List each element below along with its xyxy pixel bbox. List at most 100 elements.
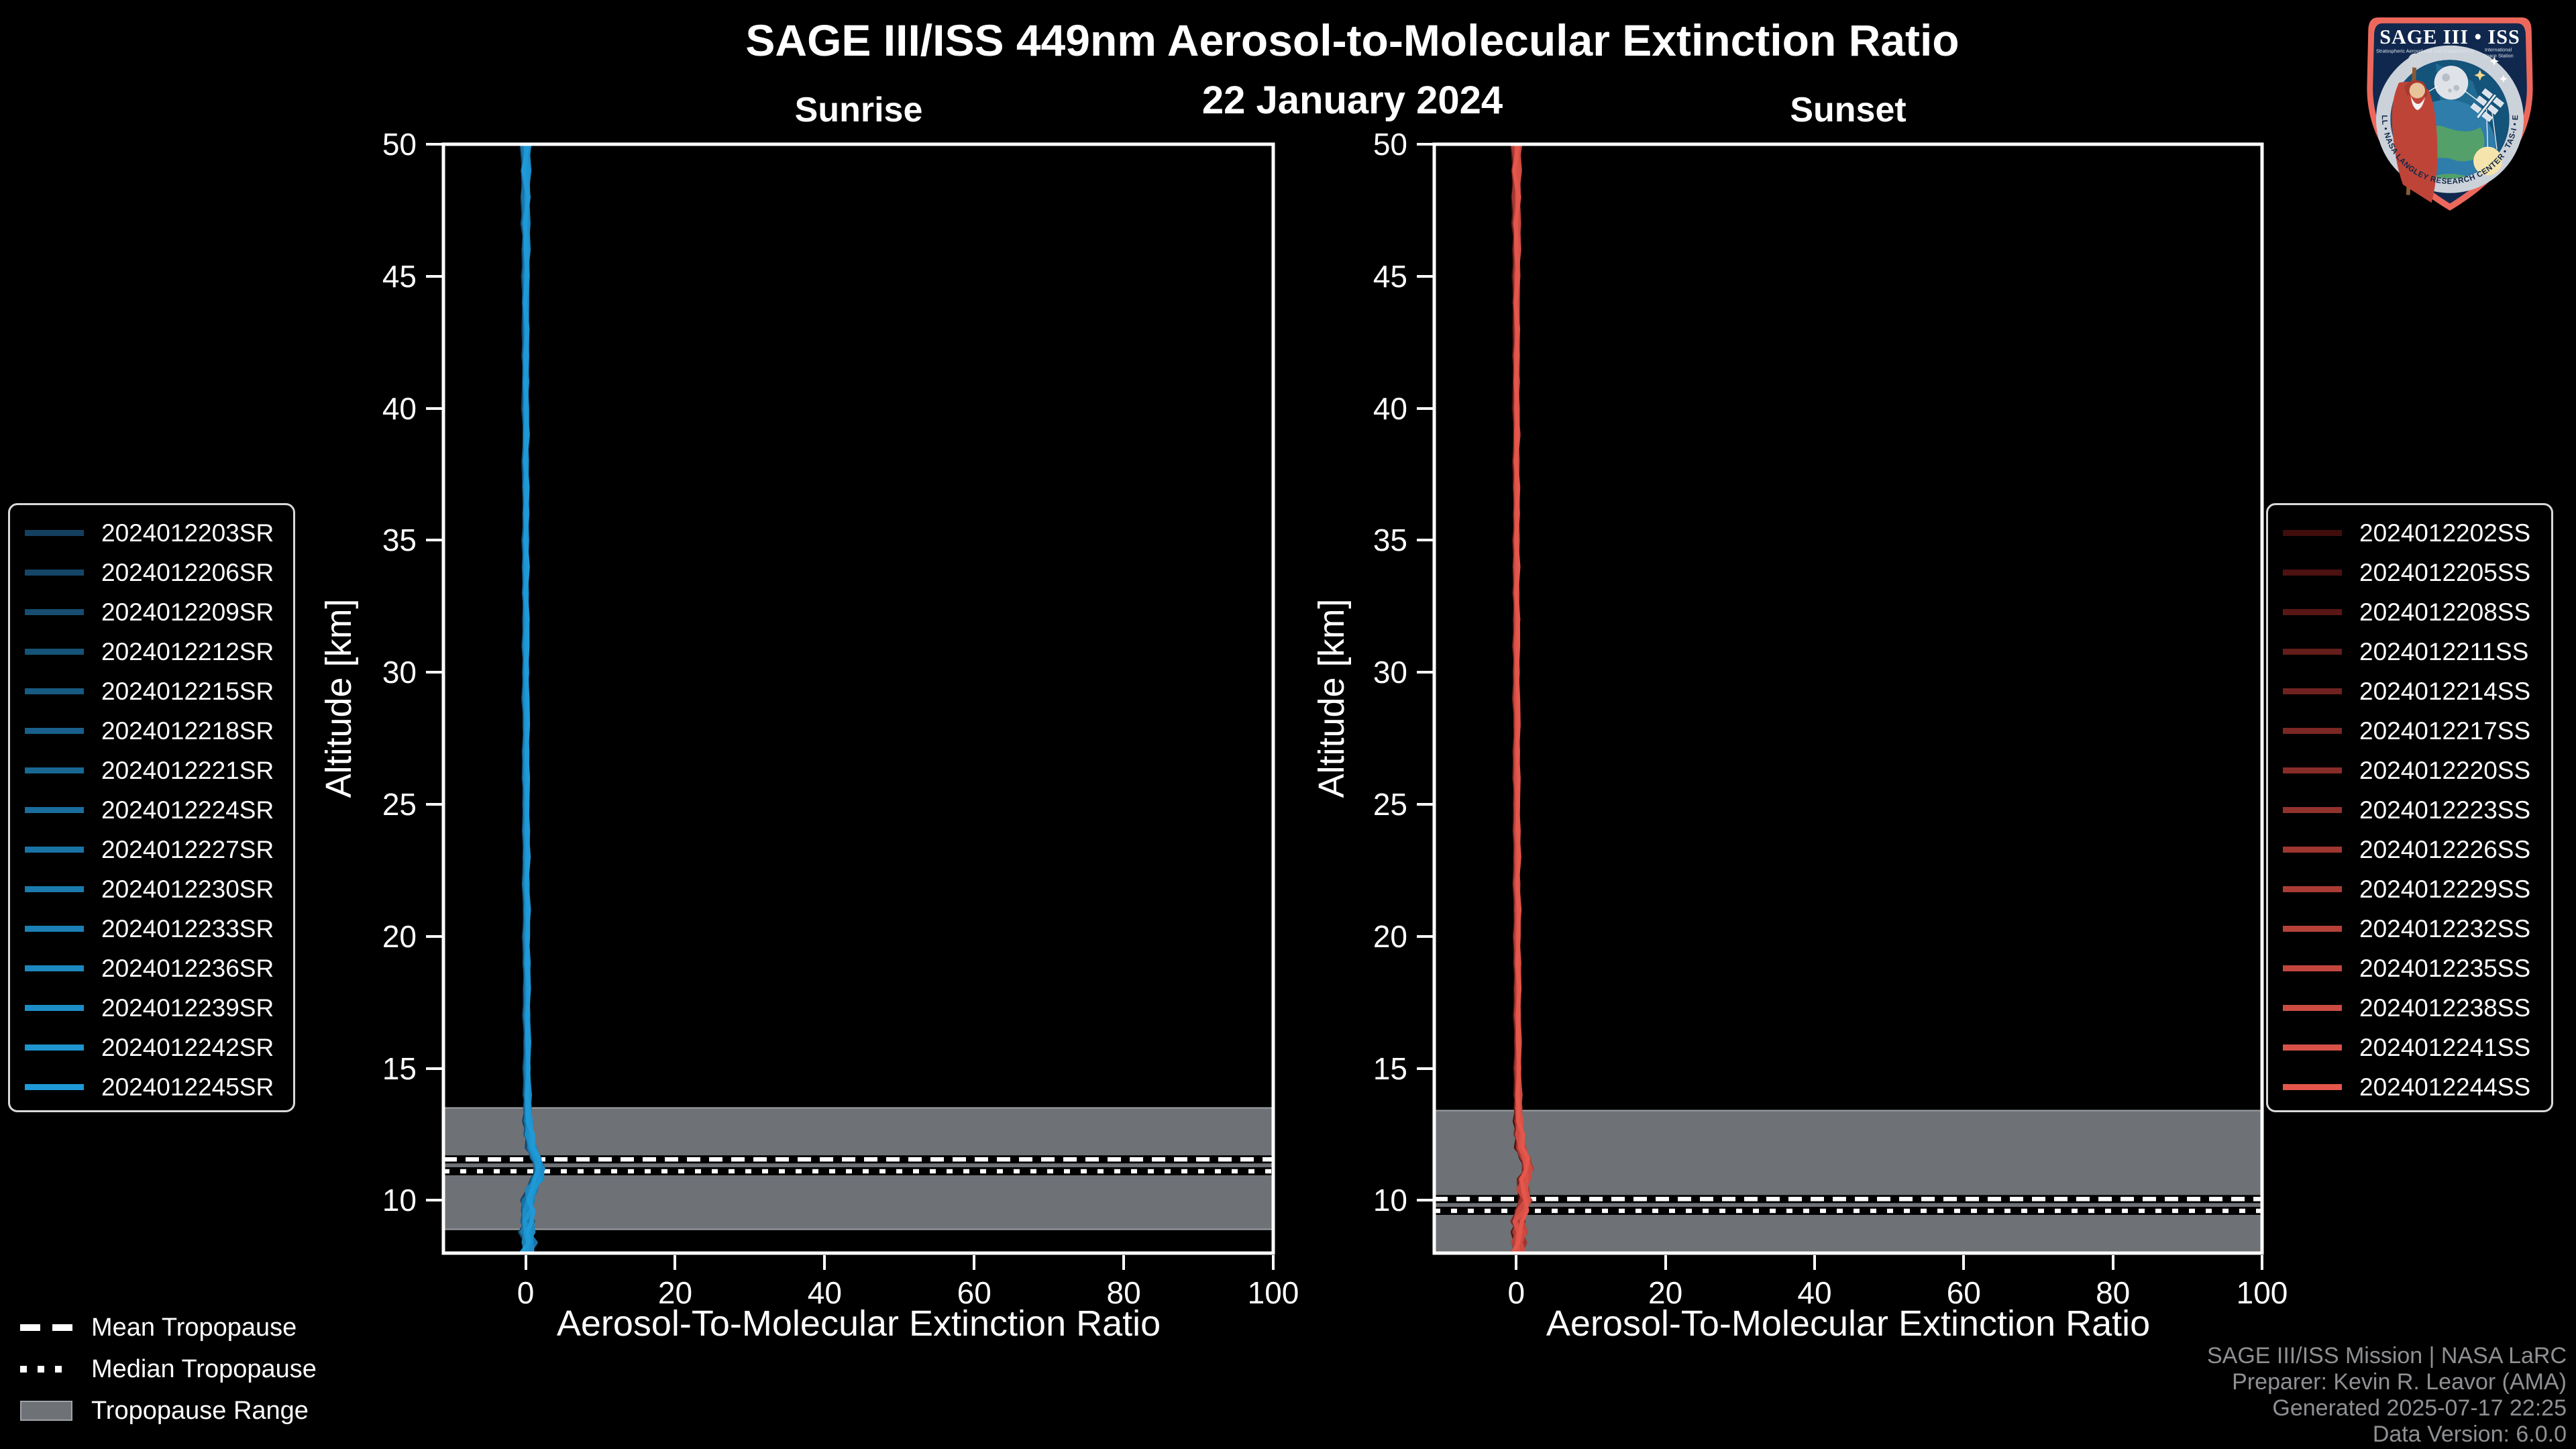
legend-row: 2024012229SS [2268,869,2551,909]
y-tick-label: 10 [1373,1183,1407,1218]
y-tick-label: 45 [1373,258,1407,294]
x-tick-mark [1515,1255,1518,1270]
legend-line-swatch-icon [2283,1005,2342,1011]
legend-entry-label: 2024012232SS [2359,914,2531,943]
attribution: SAGE III/ISS Mission | NASA LaRC Prepare… [2207,1343,2567,1448]
legend-line-swatch-icon [25,767,84,773]
attribution-data-version: Data Version: 6.0.0 [2372,1421,2567,1447]
legend-line-swatch-icon [2283,1084,2342,1090]
patch-subtitle-right-2: Space Station [2483,52,2513,58]
legend-row: 2024012235SS [2268,949,2551,988]
mean-tropopause-swatch-icon [20,1324,72,1331]
y-axis-label-sunrise: Altitude [km] [319,598,359,798]
plot-spine [441,142,1275,1255]
legend-line-swatch-icon [2283,767,2342,773]
y-tick-label: 50 [1373,127,1407,162]
mean-tropopause-label: Mean Tropopause [91,1313,297,1342]
x-tick-label: 60 [957,1275,991,1310]
x-tick-mark [1664,1255,1667,1270]
y-tick-mark [426,671,442,674]
x-tick-label: 20 [1648,1275,1683,1310]
y-tick-label: 20 [1373,918,1407,954]
legend-entry-label: 2024012233SR [101,914,274,943]
y-tick-label: 25 [382,786,417,822]
x-tick-label: 60 [1946,1275,1981,1310]
legend-row: 2024012202SS [2268,513,2551,553]
y-tick-label: 25 [1373,786,1407,822]
legend-entry-label: 2024012215SR [101,677,274,705]
legend-row: 2024012241SS [2268,1028,2551,1067]
legend-line-swatch-icon [25,926,84,932]
moon-icon [2434,65,2469,100]
legend-entry-label: 2024012206SR [101,558,274,586]
legend-sunset: 2024012202SS 2024012205SS 2024012208SS 2024… [2266,503,2553,1112]
legend-line-swatch-icon [25,688,84,694]
sun-icon [2473,146,2502,176]
legend-entry-label: 2024012223SS [2359,796,2531,824]
x-tick-label: 40 [807,1275,842,1310]
x-tick-mark [1122,1255,1126,1270]
moon-crater [2442,73,2450,82]
legend-row: 2024012242SR [10,1028,293,1067]
legend-line-swatch-icon [25,609,84,615]
legend-row: 2024012214SS [2268,672,2551,711]
legend-row: 2024012244SS [2268,1067,2551,1107]
legend-entry-label: 2024012239SR [101,994,274,1022]
legend-row: 2024012221SR [10,751,293,790]
legend-row: 2024012205SS [2268,553,2551,592]
legend-row: 2024012209SR [10,592,293,632]
legend-line-swatch-icon [2283,1044,2342,1051]
y-tick-mark [426,274,442,278]
x-tick-mark [2261,1255,2263,1270]
y-tick-mark [426,539,442,542]
legend-line-swatch-icon [2283,609,2342,615]
legend-line-swatch-icon [2283,965,2342,971]
legend-row: 2024012215SR [10,672,293,711]
legend-line-swatch-icon [2283,649,2342,655]
legend-row: 2024012208SS [2268,592,2551,632]
x-tick-mark [1272,1255,1275,1270]
legend-line-swatch-icon [25,728,84,734]
plot-sunset [1432,142,2264,1255]
panel-title-sunset: Sunset [1790,91,1907,129]
y-tick-mark [426,143,442,146]
median-tropopause-label: Median Tropopause [91,1354,317,1383]
x-tick-label: 100 [1247,1275,1299,1310]
tropopause-legend: Mean Tropopause Median Tropopause Tropop… [20,1307,317,1432]
legend-entry-label: 2024012205SS [2359,558,2531,586]
legend-line-swatch-icon [25,649,84,655]
legend-row: 2024012218SR [10,711,293,751]
legend-entry-label: 2024012224SR [101,796,274,824]
legend-entry-label: 2024012244SS [2359,1073,2531,1101]
profile-line-2024012244SS [1511,144,1531,1253]
legend-line-swatch-icon [25,847,84,853]
legend-entry-label: 2024012235SS [2359,954,2531,982]
legend-sunrise: 2024012203SR 2024012206SR 2024012209SR 2024… [8,503,295,1112]
y-tick-label: 50 [382,127,417,162]
legend-row: 2024012226SS [2268,830,2551,869]
median-tropopause-row: Median Tropopause [20,1348,317,1390]
x-tick-mark [674,1255,677,1270]
earth-land-2 [2428,174,2469,179]
patch-subtitle-right-1: International [2485,47,2512,53]
y-tick-label: 35 [1373,523,1407,558]
legend-entry-label: 2024012217SS [2359,716,2531,745]
x-tick-label: 100 [2236,1275,2288,1310]
legend-line-swatch-icon [25,807,84,813]
legend-entry-label: 2024012209SR [101,598,274,626]
y-tick-mark [1417,671,1433,674]
mission-patch-logo: SAGE III • ISS Stratospheric Aerosol and… [2352,9,2533,211]
legend-entry-label: 2024012241SS [2359,1033,2531,1061]
legend-line-swatch-icon [25,965,84,971]
y-tick-label: 45 [382,258,417,294]
legend-row: 2024012212SR [10,632,293,672]
legend-row: 2024012220SS [2268,751,2551,790]
legend-line-swatch-icon [2283,570,2342,576]
moon-crater [2448,89,2452,93]
patch-ring [2376,45,2524,193]
plot-sunrise [441,142,1275,1255]
figure-date: 22 January 2024 [1201,78,1503,122]
x-axis-label-sunset: Aerosol-To-Molecular Extinction Ratio [1546,1303,2151,1344]
legend-line-swatch-icon [2283,728,2342,734]
legend-line-swatch-icon [2283,530,2342,536]
